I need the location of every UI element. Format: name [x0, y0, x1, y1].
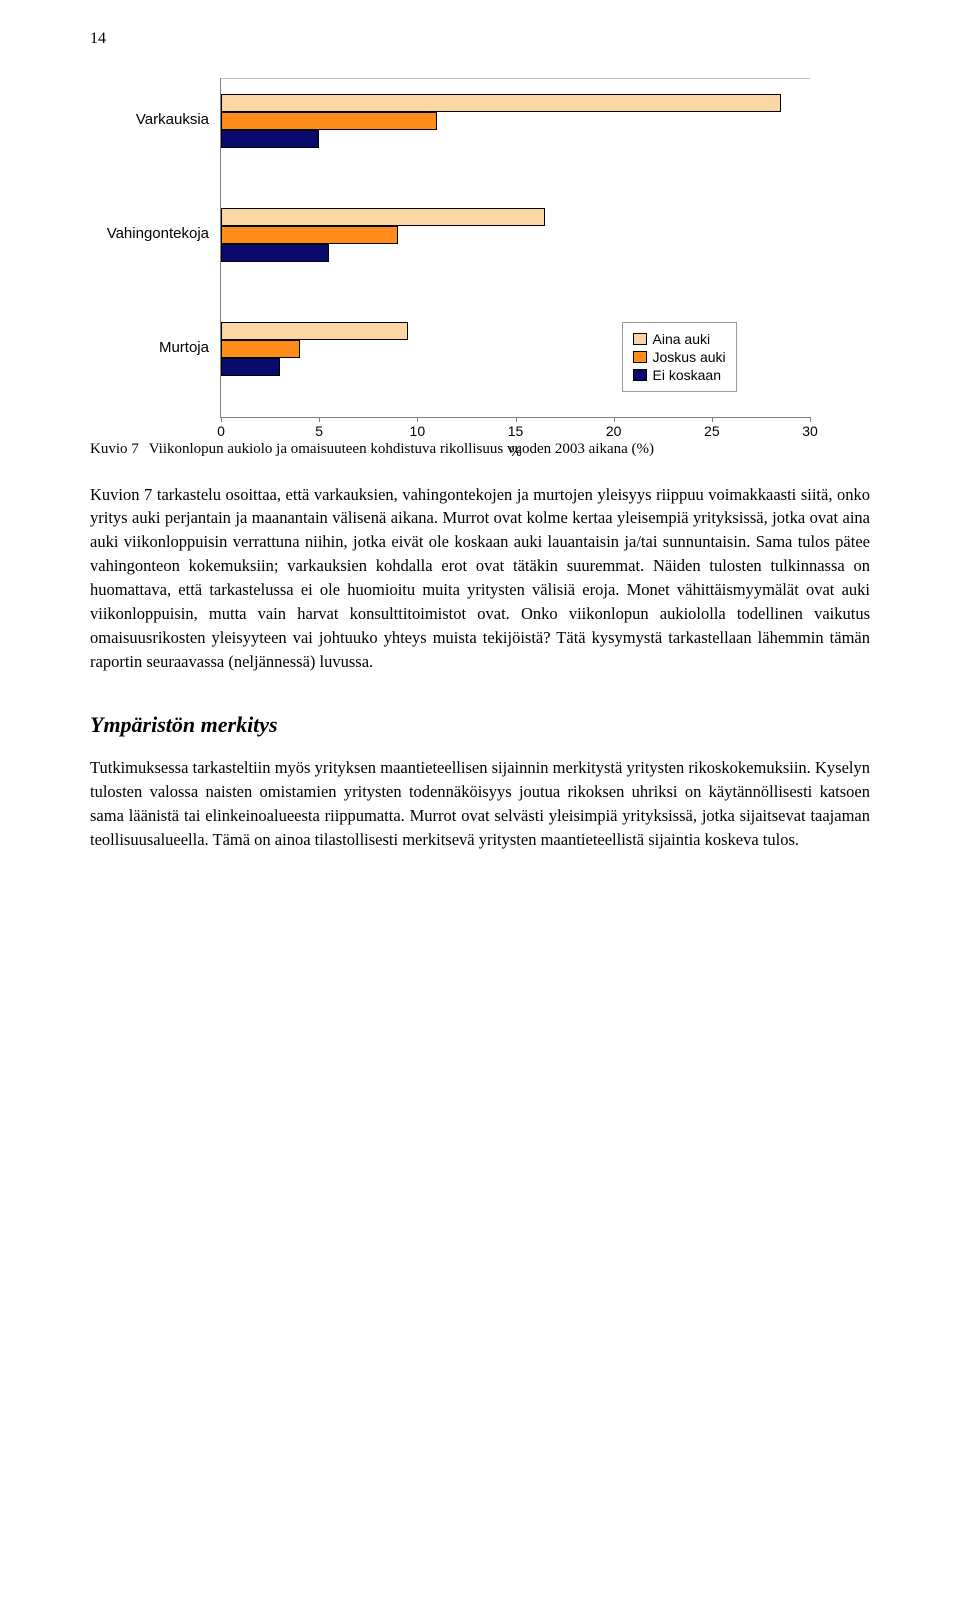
x-tick-label: 5	[315, 423, 323, 439]
chart-bar	[221, 208, 545, 226]
x-tick	[810, 417, 811, 422]
chart-category-group: Vahingontekoja	[221, 208, 810, 262]
legend-label: Aina auki	[653, 331, 711, 347]
legend-item: Aina auki	[633, 331, 726, 347]
x-tick	[712, 417, 713, 422]
bar-chart: 051015202530%VarkauksiaVahingontekojaMur…	[90, 78, 870, 418]
x-tick-label: 20	[606, 423, 622, 439]
chart-legend: Aina auki Joskus auki Ei koskaan	[622, 322, 737, 392]
legend-item: Ei koskaan	[633, 367, 726, 383]
x-tick-label: 30	[802, 423, 818, 439]
chart-bar	[221, 94, 781, 112]
category-label: Vahingontekoja	[107, 225, 221, 242]
legend-label: Ei koskaan	[653, 367, 721, 383]
x-tick	[319, 417, 320, 422]
section-heading: Ympäristön merkitys	[90, 712, 870, 738]
chart-bar	[221, 340, 300, 358]
bar-fill	[221, 208, 545, 226]
legend-swatch	[633, 369, 647, 381]
chart-bar	[221, 244, 329, 262]
chart-bar	[221, 322, 408, 340]
body-paragraph-1: Kuvion 7 tarkastelu osoittaa, että varka…	[90, 483, 870, 674]
bar-fill	[221, 340, 300, 358]
x-tick-label: 15	[508, 423, 524, 439]
chart-bar	[221, 358, 280, 376]
bar-fill	[221, 130, 319, 148]
x-tick	[614, 417, 615, 422]
x-tick	[221, 417, 222, 422]
bar-fill	[221, 244, 329, 262]
category-label: Murtoja	[159, 339, 221, 356]
chart-bar	[221, 112, 437, 130]
bar-fill	[221, 94, 781, 112]
body-paragraph-2: Tutkimuksessa tarkasteltiin myös yrityks…	[90, 756, 870, 852]
x-axis-title: %	[509, 443, 521, 459]
x-tick-label: 10	[410, 423, 426, 439]
legend-label: Joskus auki	[653, 349, 726, 365]
bar-fill	[221, 112, 437, 130]
chart-category-group: Varkauksia	[221, 94, 810, 148]
chart-bar	[221, 226, 398, 244]
caption-text: Viikonlopun aukiolo ja omaisuuteen kohdi…	[149, 438, 654, 461]
page-number: 14	[90, 30, 870, 48]
x-tick	[516, 417, 517, 422]
bar-fill	[221, 358, 280, 376]
legend-swatch	[633, 351, 647, 363]
chart-plot-area: 051015202530%VarkauksiaVahingontekojaMur…	[220, 78, 810, 418]
figure-caption: Kuvio 7 Viikonlopun aukiolo ja omaisuute…	[90, 438, 870, 461]
legend-swatch	[633, 333, 647, 345]
bar-fill	[221, 226, 398, 244]
chart-bar	[221, 130, 319, 148]
legend-item: Joskus auki	[633, 349, 726, 365]
bar-fill	[221, 322, 408, 340]
caption-label: Kuvio 7	[90, 438, 149, 461]
x-tick-label: 25	[704, 423, 720, 439]
category-label: Varkauksia	[136, 111, 221, 128]
x-tick	[417, 417, 418, 422]
x-tick-label: 0	[217, 423, 225, 439]
